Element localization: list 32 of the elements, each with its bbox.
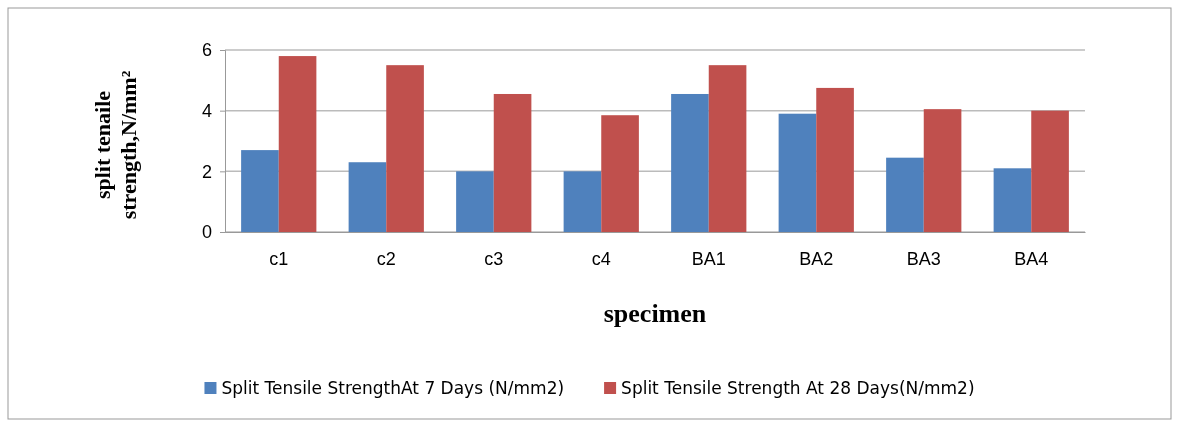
x-tick-label: BA4	[1014, 248, 1049, 269]
x-tick-label: BA1	[691, 248, 726, 269]
y-tick-label: 4	[201, 100, 212, 121]
x-tick-label: c1	[269, 248, 289, 269]
x-tick-label: c4	[591, 248, 611, 269]
y-tick-label: 2	[201, 161, 212, 182]
x-axis-title: specimen	[603, 299, 707, 328]
legend-label: Split Tensile StrengthAt 7 Days (N/mm2)	[221, 378, 565, 398]
x-tick-label: BA2	[799, 248, 834, 269]
bar	[923, 109, 962, 232]
bar	[1031, 110, 1069, 232]
bar	[886, 157, 924, 232]
y-tick-label: 0	[201, 222, 212, 243]
bar	[278, 56, 317, 232]
bar	[993, 168, 1032, 232]
bar	[348, 162, 387, 232]
bar	[493, 93, 532, 232]
bar	[456, 171, 494, 232]
bar	[386, 65, 424, 232]
bar	[601, 115, 639, 232]
x-tick-label: BA3	[906, 248, 941, 269]
bar	[708, 65, 747, 232]
x-tick-label: c3	[484, 248, 504, 269]
bar	[241, 150, 279, 232]
legend-label: Split Tensile Strength At 28 Days(N/mm2)	[621, 378, 975, 398]
y-tick-label: 6	[201, 40, 212, 61]
bar	[563, 171, 602, 232]
bar	[778, 113, 817, 232]
bar	[671, 93, 709, 232]
bar	[816, 87, 854, 232]
y-axis-title: split tenaile strength,N/mm²	[90, 70, 141, 220]
x-tick-label: c2	[376, 248, 396, 269]
